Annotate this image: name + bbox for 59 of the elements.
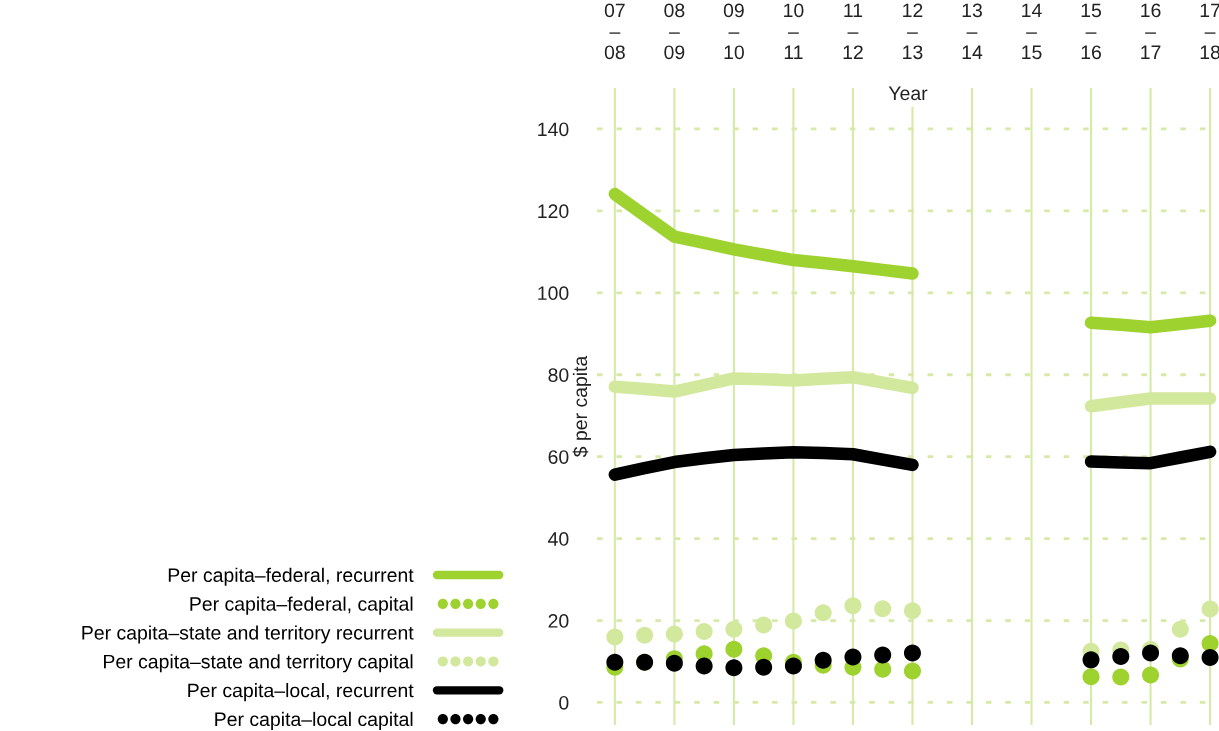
point: [1112, 668, 1130, 686]
legend-label: Per capita–federal, capital: [190, 596, 413, 615]
legend-label: Per capita–state and territory capital: [104, 654, 413, 673]
x-tick-label: 07 – 08: [604, 3, 625, 60]
point: [695, 657, 713, 675]
x-tick-label: 11 – 12: [843, 3, 863, 59]
point: [665, 625, 683, 643]
y-tick-label: 0: [559, 695, 569, 710]
point: [1082, 651, 1100, 669]
point: [1201, 648, 1219, 666]
legend-label: Per capita–state and territory recurrent: [82, 625, 414, 644]
y-tick-label: 140: [538, 122, 569, 137]
x-tick-label: 16 – 17: [1141, 3, 1161, 59]
legend-label: Per capita–local capital: [215, 711, 413, 730]
x-tick-label: 09 – 10: [723, 3, 744, 60]
x-tick-label: 08 – 09: [664, 3, 685, 60]
point: [1171, 620, 1189, 638]
point: [725, 620, 743, 638]
point: [903, 644, 921, 662]
y-tick-label: 120: [538, 204, 569, 219]
point: [695, 623, 713, 641]
legend-label: Per capita–local, recurrent: [188, 683, 414, 702]
point: [874, 660, 892, 678]
y-tick-label: 100: [538, 286, 569, 301]
point: [1142, 666, 1160, 684]
point: [1112, 648, 1130, 666]
point: [844, 597, 862, 615]
y-tick-label: 60: [548, 450, 569, 464]
point: [784, 612, 802, 630]
y-tick-label: 80: [548, 368, 569, 382]
point: [1201, 600, 1219, 618]
x-tick-label: 15 – 16: [1081, 3, 1102, 60]
point: [755, 616, 773, 634]
point: [725, 659, 743, 677]
point: [1082, 668, 1100, 686]
point: [755, 658, 773, 676]
point: [606, 653, 624, 671]
point: [1142, 644, 1160, 662]
x-tick-label: 14 – 15: [1022, 3, 1042, 60]
point: [874, 646, 892, 664]
y-axis-title: $ per capita: [572, 355, 591, 458]
point: [784, 657, 802, 675]
x-tick-label: 13 – 14: [962, 3, 983, 59]
y-tick-label: 40: [548, 532, 569, 546]
legend-label: Per capita–federal, recurrent: [168, 567, 414, 586]
x-axis-title: Year: [888, 86, 928, 101]
y-tick-label: 20: [548, 614, 569, 628]
point: [665, 654, 683, 672]
point: [874, 600, 892, 618]
x-tick-label: 12 – 13: [903, 3, 923, 60]
point: [725, 640, 743, 658]
point: [814, 604, 832, 622]
x-tick-label: 10 – 11: [784, 3, 804, 59]
point: [636, 626, 654, 644]
point: [903, 602, 921, 620]
point: [606, 628, 624, 646]
point: [844, 648, 862, 666]
point: [903, 662, 921, 680]
point: [814, 651, 832, 669]
